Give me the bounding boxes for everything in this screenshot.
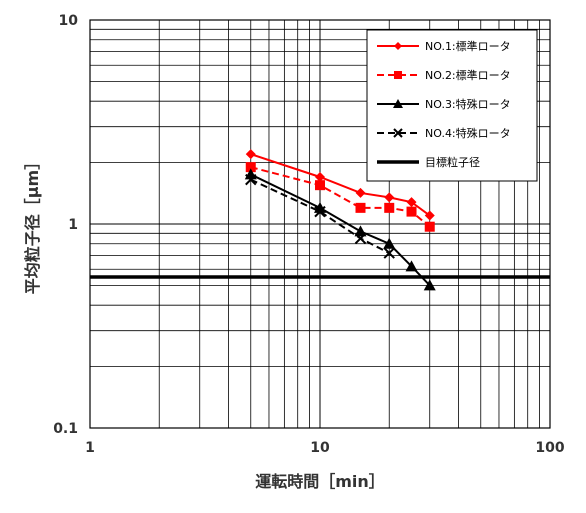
data-point-square [315, 180, 325, 191]
series-4 [245, 173, 395, 259]
y-tick-label: 10 [59, 13, 79, 29]
data-point-square [394, 71, 402, 79]
x-tick-label: 100 [535, 440, 564, 456]
legend-item: NO.2:標準ロータ [377, 68, 511, 82]
y-tick-labels: 0.1 1 10 [53, 13, 78, 437]
series-line [250, 166, 431, 228]
data-point-diamond [384, 192, 395, 203]
data-point-x [393, 128, 403, 138]
legend-label: NO.1:標準ロータ [425, 39, 511, 53]
series-line [250, 153, 431, 217]
y-tick-label: 1 [68, 217, 78, 233]
data-point-diamond [424, 210, 435, 221]
data-point-square [406, 206, 417, 217]
data-point-diamond [355, 187, 366, 198]
legend-label: NO.3:特殊ロータ [425, 97, 511, 111]
data-point-diamond [315, 171, 325, 182]
legend: NO.1:標準ロータ NO.2:標準ロータ NO.3:特殊ロータ NO.4:特殊ロータ… [366, 29, 538, 182]
legend-label: 目標粒子径 [425, 155, 480, 169]
data-point-x [383, 247, 395, 259]
legend-label: NO.4:特殊ロータ [425, 126, 511, 140]
series-line [250, 178, 390, 254]
y-tick-label: 0.1 [53, 421, 78, 437]
data-point-square [424, 221, 435, 232]
series-2 [245, 162, 435, 232]
legend-label: NO.2:標準ロータ [425, 68, 511, 82]
legend-item: NO.1:標準ロータ [377, 39, 511, 53]
x-tick-label: 10 [310, 440, 330, 456]
data-point-triangle [405, 260, 418, 272]
data-point-diamond [394, 42, 402, 50]
data-point-square [355, 202, 366, 213]
plot-frame [89, 19, 551, 429]
x-tick-label: 1 [85, 440, 95, 456]
data-point-x [354, 232, 367, 245]
legend-item: NO.3:特殊ロータ [377, 97, 511, 111]
legend-item: NO.4:特殊ロータ [377, 126, 511, 140]
data-point-diamond [245, 149, 256, 160]
data-point-diamond [406, 197, 417, 208]
data-point-x [314, 205, 326, 218]
data-point-triangle [393, 99, 403, 108]
series-3 [244, 168, 436, 291]
y-axis-title: 平均粒子径［μm］ [23, 154, 42, 294]
series-1 [245, 149, 435, 221]
x-tick-labels: 1 10 100 [85, 440, 565, 456]
x-axis-title: 運転時間［min］ [255, 472, 385, 491]
data-point-triangle [354, 225, 367, 237]
data-point-triangle [383, 237, 396, 249]
data-point-x [245, 173, 257, 186]
data-point-square [245, 162, 256, 173]
legend-item: 目標粒子径 [377, 155, 480, 169]
data-point-square [384, 202, 395, 213]
data-point-triangle [423, 279, 436, 291]
